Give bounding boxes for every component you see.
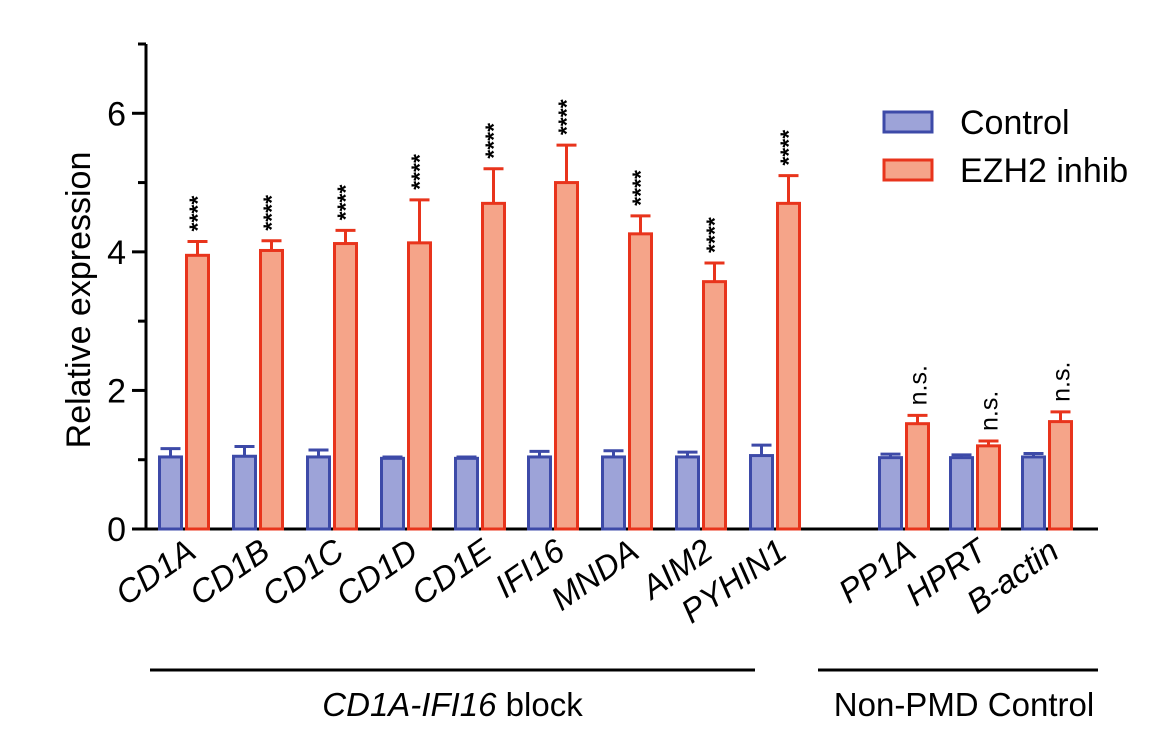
ezh2-bar-cd1c <box>333 242 358 531</box>
y-axis: 0 2 4 6 <box>107 42 148 549</box>
ezh2-bar-cd1d <box>407 241 432 531</box>
control-bar-cd1c <box>306 455 331 531</box>
group-label-text: Non-PMD Control <box>834 686 1094 723</box>
ezh2-bar-mnda <box>628 232 653 531</box>
group-label-italic: CD1A-IFI16 <box>322 686 497 723</box>
legend-swatch <box>882 158 934 182</box>
legend-swatch <box>882 110 934 134</box>
significance-label: **** <box>407 154 433 190</box>
control-bar-b-actin <box>1021 455 1046 531</box>
ezh2-bar-cd1a <box>185 253 210 531</box>
control-bar-pyhin1 <box>749 454 774 531</box>
legend-label: EZH2 inhib <box>960 152 1128 190</box>
ezh2-bar-ifi16 <box>554 181 579 531</box>
control-bar-cd1d <box>380 456 405 531</box>
category-label: CD1C <box>255 531 351 614</box>
ezh2-bar-cd1b <box>259 248 284 531</box>
ezh2-bar-b-actin <box>1048 420 1073 531</box>
control-bar-cd1b <box>232 454 257 531</box>
ezh2-bar-cd1e <box>481 201 506 531</box>
y-tick-label: 0 <box>107 511 126 549</box>
significance-label: **** <box>259 195 285 231</box>
y-tick-label: 6 <box>107 95 126 133</box>
y-tick-label: 4 <box>107 234 126 272</box>
control-bar-cd1a <box>158 455 183 531</box>
control-bar-pp1a <box>878 456 903 531</box>
y-axis-label: Relative expression <box>60 152 98 449</box>
significance-label: **** <box>776 130 802 166</box>
group-label: CD1A-IFI16 block <box>322 686 583 723</box>
ezh2-bar-pp1a <box>905 422 930 531</box>
significance-label: n.s. <box>976 391 1004 431</box>
ezh2-bar-aim2 <box>702 280 727 531</box>
control-bar-cd1e <box>454 456 479 531</box>
significance-labels: **** **** **** **** **** **** **** **** **** n.s.… <box>185 99 1076 431</box>
legend: Control EZH2 inhib <box>882 104 1128 190</box>
bars <box>158 143 1073 531</box>
group-brackets: CD1A-IFI16 block Non-PMD Control <box>150 668 1098 723</box>
group-label: Non-PMD Control <box>834 686 1094 723</box>
category-label: CD1D <box>329 531 424 613</box>
control-bar-ifi16 <box>527 455 552 531</box>
significance-label: **** <box>628 170 654 206</box>
significance-label: **** <box>702 217 728 253</box>
significance-label: **** <box>481 123 507 159</box>
control-bar-aim2 <box>675 455 700 531</box>
ezh2-bar-hprt <box>976 444 1001 531</box>
category-label: MNDA <box>544 531 645 617</box>
significance-label: **** <box>333 185 359 221</box>
ezh2-bar-pyhin1 <box>776 201 801 531</box>
control-bar-hprt <box>949 456 974 531</box>
control-bar-mnda <box>601 455 626 531</box>
category-label: CD1E <box>405 531 499 612</box>
category-label: PP1A <box>832 531 922 610</box>
legend-label: Control <box>960 104 1070 142</box>
category-label: CD1B <box>183 531 276 612</box>
group-label-text: block <box>497 686 584 723</box>
significance-label: n.s. <box>1048 362 1076 402</box>
significance-label: **** <box>185 196 211 232</box>
significance-label: n.s. <box>905 365 933 405</box>
y-tick-label: 2 <box>107 372 126 410</box>
significance-label: **** <box>554 99 580 135</box>
